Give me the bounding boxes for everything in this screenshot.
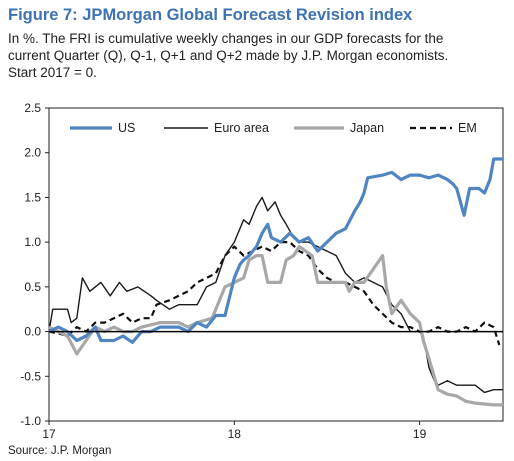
series-line-euro-area — [48, 196, 503, 394]
plot-frame — [48, 107, 504, 422]
x-tick-label: 18 — [228, 427, 242, 441]
chart-title: Figure 7: JPMorgan Global Forecast Revis… — [8, 6, 413, 24]
source-note: Source: J.P. Morgan — [8, 445, 112, 457]
subtitle-line-3: Start 2017 = 0. — [8, 65, 97, 80]
series-group — [48, 157, 503, 407]
series-line-us — [48, 157, 503, 344]
y-tick-label: -1.0 — [20, 414, 41, 428]
y-tick-label: 2.5 — [24, 101, 41, 115]
x-tick-label: 19 — [413, 427, 427, 441]
subtitle-line-1: In %. The FRI is cumulative weekly chang… — [8, 31, 444, 46]
y-tick-label: 1.5 — [24, 190, 41, 204]
y-tick-label: 0.0 — [24, 325, 41, 339]
chart-subtitle: In %. The FRI is cumulative weekly chang… — [8, 30, 508, 81]
x-axis: 17 18 19 — [42, 421, 427, 441]
legend-label: Euro area — [214, 121, 269, 135]
y-tick-label: -0.5 — [20, 369, 41, 383]
y-tick-label: 2.0 — [24, 146, 41, 160]
y-tick-label: 0.5 — [24, 280, 41, 294]
series-line-japan — [48, 245, 503, 407]
legend-label: EM — [458, 121, 477, 135]
legend-label: US — [118, 121, 135, 135]
legend: US Euro area Japan EM — [70, 121, 477, 135]
y-tick-label: 1.0 — [24, 235, 41, 249]
x-tick-label: 17 — [42, 427, 56, 441]
y-axis: 2.5 2.0 1.5 1.0 0.5 0.0 -0.5 -1.0 — [20, 101, 49, 428]
legend-label: Japan — [350, 121, 384, 135]
subtitle-line-2: current Quarter (Q), Q-1, Q+1 and Q+2 ma… — [8, 48, 449, 63]
